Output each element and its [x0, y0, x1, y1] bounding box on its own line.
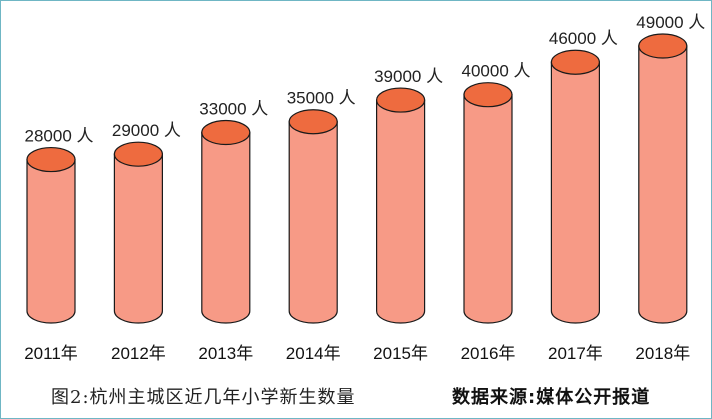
bar-top — [463, 82, 513, 108]
value-label: 49000 人 — [636, 13, 705, 32]
category-label: 2013年 — [198, 344, 253, 363]
bar-2014年 — [288, 109, 338, 324]
caption-source: 数据来源:媒体公开报道 — [452, 387, 651, 408]
category-label: 2014年 — [286, 344, 341, 363]
figure-caption: 图2:杭州主城区近几年小学新生数量 数据来源:媒体公开报道 — [51, 383, 701, 413]
bar-body — [288, 121, 338, 324]
category-label: 2016年 — [461, 344, 516, 363]
bar-top — [26, 146, 76, 173]
category-label: 2012年 — [111, 344, 166, 363]
category-label: 2011年 — [24, 344, 78, 363]
bar-top — [113, 141, 163, 167]
bar-2011年 — [26, 146, 76, 324]
bar-top — [638, 33, 688, 59]
bar-2013年 — [201, 119, 251, 324]
bar-body — [26, 158, 76, 324]
bar-top — [201, 119, 251, 146]
value-label: 46000 人 — [549, 29, 618, 48]
value-label: 40000 人 — [462, 62, 531, 81]
bar-body — [463, 94, 513, 324]
bar-2012年 — [113, 141, 163, 324]
bar-top — [288, 109, 338, 135]
caption-title: 图2:杭州主城区近几年小学新生数量 — [51, 387, 356, 408]
bar-2018年 — [638, 33, 688, 324]
bar-body — [376, 99, 426, 324]
value-label: 35000 人 — [287, 89, 356, 108]
bar-top — [550, 49, 601, 75]
value-label: 39000 人 — [374, 67, 443, 86]
value-label: 29000 人 — [112, 121, 181, 140]
bar-2015年 — [376, 87, 426, 324]
category-label: 2018年 — [635, 344, 690, 363]
category-label: 2017年 — [548, 344, 603, 363]
bar-body — [113, 153, 163, 324]
category-label: 2015年 — [373, 344, 428, 363]
bar-body — [638, 45, 688, 324]
value-label: 28000 人 — [25, 127, 94, 146]
bar-body — [201, 131, 251, 324]
bar-top — [376, 87, 426, 113]
value-label: 33000 人 — [199, 100, 268, 119]
bar-body — [550, 61, 600, 324]
bar-2017年 — [550, 49, 601, 324]
bar-2016年 — [463, 82, 513, 324]
bar-chart: 28000 人 2011年 29000 人 2012年 33000 人 2013年 3500… — [24, 13, 705, 363]
